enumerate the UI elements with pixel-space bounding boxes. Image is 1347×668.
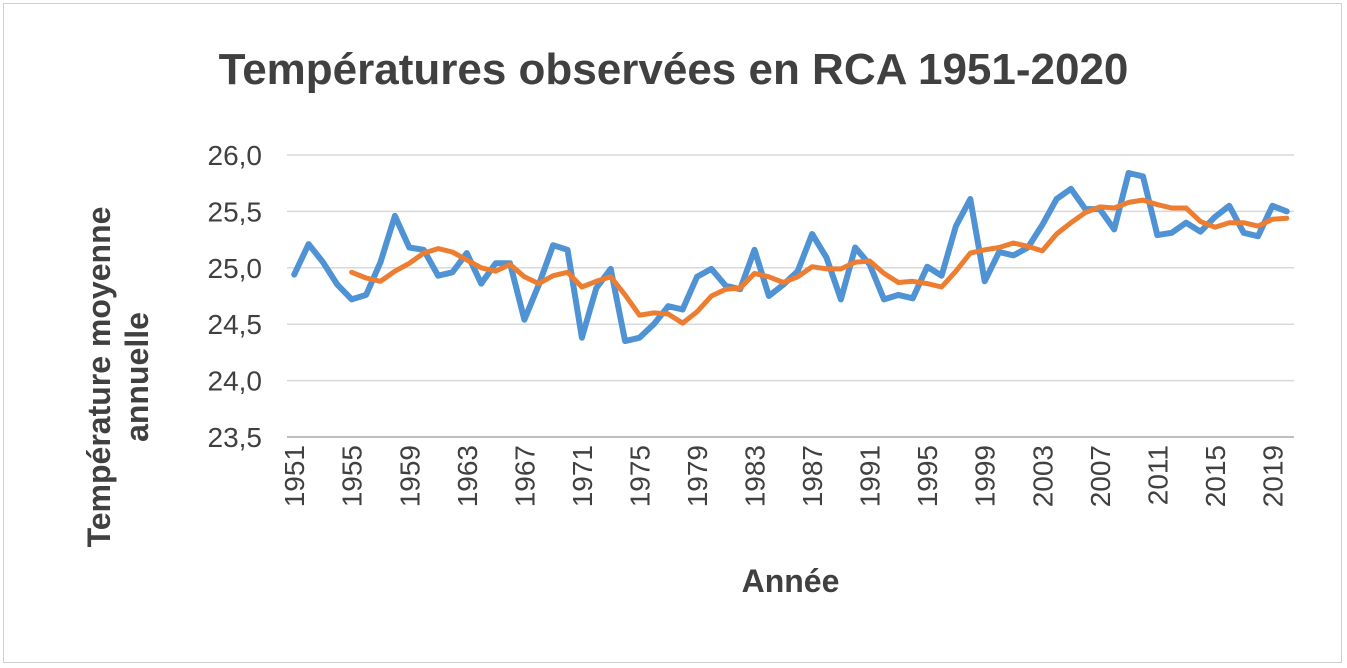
y-tick-label: 24,0 [208,366,263,397]
series-line-annual [291,170,1290,345]
x-tick-label: 2011 [1142,445,1173,505]
x-tick-label: 1975 [624,445,655,507]
series-lines [291,170,1290,345]
chart-title: Températures observées en RCA 1951-2020 [218,45,1129,94]
y-tick-label: 23,5 [208,422,263,453]
x-tick-label: 1955 [337,445,368,507]
x-tick-label: 1995 [912,445,943,507]
x-tick-label: 1963 [452,445,483,507]
y-tick-label: 25,0 [208,253,263,284]
x-tick-label: 1983 [740,445,771,507]
y-tick-labels: 23,5 24,0 24,5 25,0 25,5 26,0 [208,140,263,453]
x-tick-label: 1979 [682,445,713,507]
x-tick-label: 1951 [279,445,310,507]
x-tick-label: 2015 [1200,445,1231,507]
y-tick-label: 25,5 [208,196,263,227]
x-tick-label: 1999 [970,445,1001,507]
x-axis-label: Année [741,563,840,599]
chart-frame [3,3,1342,663]
y-tick-label: 26,0 [208,140,263,171]
series-line-moving-average [349,197,1290,326]
x-tick-label: 1971 [567,445,598,507]
gridlines [287,154,1294,438]
x-tick-label: 1967 [509,445,540,507]
x-tick-label: 1991 [855,445,886,507]
x-tick-label: 1959 [394,445,425,507]
x-tick-label: 2019 [1257,445,1288,507]
x-tick-labels: 1951 1955 1959 1963 1967 1971 1975 1979 1983 1987… [279,445,1288,507]
x-tick-label: 2003 [1027,445,1058,507]
x-tick-label: 1987 [797,445,828,507]
y-tick-label: 24,5 [208,309,263,340]
x-tick-label: 2007 [1085,445,1116,507]
